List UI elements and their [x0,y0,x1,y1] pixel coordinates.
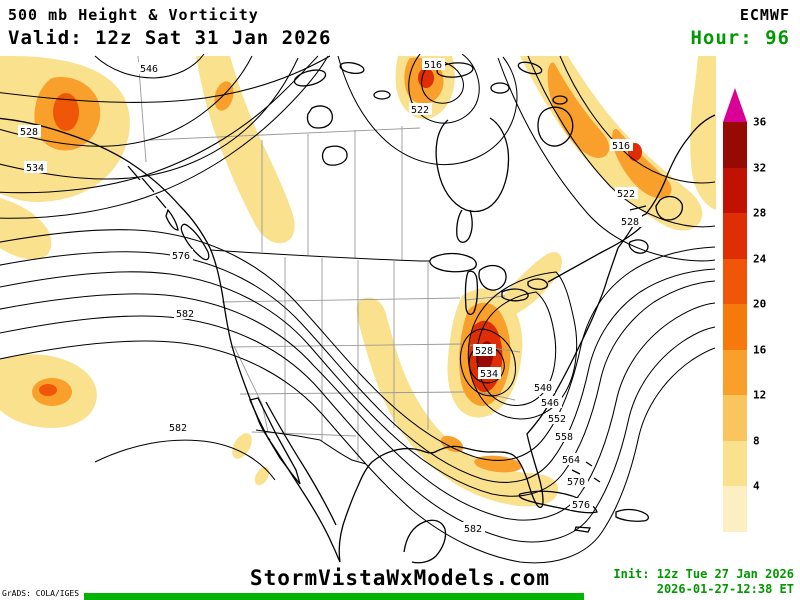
contour-label-bg [24,161,47,173]
contour-label: 582 [169,423,187,434]
colorbar-tick: 32 [753,161,767,174]
contour-label: 528 [621,217,639,228]
colorbar-segment [723,304,747,350]
contour-label-bg [565,475,588,487]
contour-label-bg [615,187,638,199]
vorticity-colorbar: 36 32 28 24 20 16 12 8 4 [723,88,766,532]
contour-label-bg [546,412,569,424]
contour-label: 528 [475,346,493,357]
contour-label-bg [473,344,496,356]
contour-label-bg [138,62,161,74]
grads-credit: GrADS: COLA/IGES [2,589,80,598]
contour-label-bg [167,421,190,433]
colorbar-arrow [723,88,747,122]
forecast-hour: Hour: 96 [690,27,790,49]
contour-label-bg [570,498,593,510]
colorbar-tick: 24 [753,252,767,265]
vorticity-shading [0,56,716,507]
contour-label: 546 [140,64,158,75]
generated-time: 2026-01-27-12:38 ET [656,582,794,596]
valid-time: Valid: 12z Sat 31 Jan 2026 [8,27,332,49]
contour-label-bg [422,58,445,70]
contour-label: 552 [548,414,566,425]
contour-label: 576 [572,500,590,511]
page-title: 500 mb Height & Vorticity [8,6,259,24]
colorbar-segment [723,349,747,395]
contour-label-bg [409,103,432,115]
colorbar-tick: 28 [753,206,767,220]
contour-label: 558 [555,432,573,443]
contour-label-bg [619,215,642,227]
contour-label-bg [478,367,501,379]
colorbar-tick: 20 [753,297,767,311]
colorbar-segment [723,440,747,486]
contour-label-bg [532,381,555,393]
contour-label-bg [539,396,562,408]
contour-label: 522 [411,105,429,116]
colorbar-tick: 4 [753,479,760,493]
model-name: ECMWF [739,6,790,24]
colorbar-tick: 12 [753,388,767,402]
contour-label-bg [174,307,197,319]
contour-label-bg [553,430,576,442]
colorbar-segment [723,258,747,304]
contour-label: 582 [464,524,482,535]
contour-label-bg [560,453,583,465]
init-time: Init: 12z Tue 27 Jan 2026 [613,567,794,581]
colorbar-segment [723,167,747,213]
contour-label: 516 [424,60,442,71]
contour-label-bg [462,522,485,534]
contour-label: 564 [562,455,580,466]
colorbar-tick: 36 [753,115,767,129]
contour-label: 528 [20,127,38,138]
contour-label-bg [170,249,193,261]
contour-label: 534 [26,163,44,174]
colorbar-tick: 8 [753,434,760,447]
country-borders [209,249,430,465]
contour-label: 582 [176,309,194,320]
footer-green-bar [84,593,584,600]
colorbar-tick: 16 [753,343,767,356]
contour-label-bg [610,139,633,151]
contour-label: 522 [617,189,635,200]
contour-label: 570 [567,477,585,488]
contour-label: 534 [480,369,498,380]
contour-label: 516 [612,141,630,152]
colorbar-segment [723,122,747,168]
site-name: StormVistaWxModels.com [249,566,551,590]
contour-label-bg [18,125,41,137]
contour-label: 540 [534,383,552,394]
colorbar-segment [723,486,747,532]
height-contours [0,54,716,564]
colorbar-segment [723,395,747,441]
contour-label: 546 [541,398,559,409]
contour-labels: 546 528 534 516 522 516 522 528 576 582 582 528 534 5… [18,58,642,535]
contour-label: 576 [172,251,190,262]
colorbar-segment [723,213,747,259]
